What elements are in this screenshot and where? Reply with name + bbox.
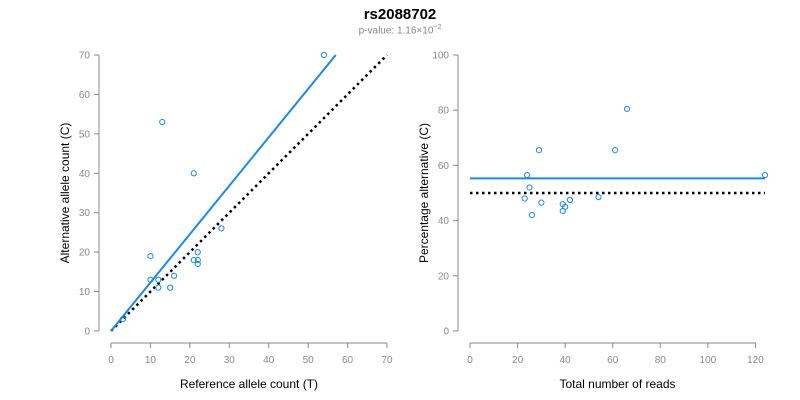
- panel2-data-point: [623, 105, 631, 112]
- panel1-x-tick-label: 70: [381, 355, 393, 366]
- panel1-data-point: [320, 51, 328, 59]
- panel1-x-tick-label: 60: [342, 355, 354, 366]
- panel2-x-tick-label: 20: [512, 355, 524, 366]
- panel1-y-tick-label: 70: [79, 51, 91, 62]
- panel1-y-axis-title: Alternative allele count (C): [58, 123, 72, 264]
- panel1-y-tick-label: 50: [79, 129, 91, 140]
- panel1-data-point: [167, 284, 174, 291]
- panel2-y-axis-title: Percentage alternative (C): [417, 123, 431, 263]
- panel2-x-tick-label: 120: [747, 355, 764, 366]
- panel2-x-tick-label: 0: [467, 355, 473, 366]
- panel1-data-point: [155, 284, 162, 291]
- chart-subtitle: p-value: 1.16×10−2: [0, 24, 800, 36]
- panel1-data-point: [190, 256, 197, 264]
- panel1-x-tick-label: 0: [108, 355, 114, 366]
- panel1-x-axis-title: Reference allele count (T): [180, 377, 318, 391]
- panel2-data-point: [528, 211, 535, 219]
- panel2-data-point: [535, 147, 543, 154]
- panel1-x-tick-label: 30: [224, 355, 236, 366]
- chart-title: rs2088702: [363, 6, 437, 23]
- panel2-data-point: [521, 195, 528, 202]
- panel2-data-point: [761, 171, 769, 179]
- panel1-data-point: [155, 276, 162, 283]
- panel1-reference-line: [110, 54, 388, 332]
- panel1-data-point: [190, 170, 197, 177]
- pvalue-exponent: −2: [433, 24, 442, 31]
- pvalue-text: p-value: 1.16×10: [358, 25, 434, 37]
- panel1-x-tick-label: 40: [263, 355, 275, 366]
- panel2-data-point: [612, 147, 619, 154]
- panel1-y-tick-label: 20: [79, 248, 91, 259]
- panel2-x-tick-label: 60: [607, 355, 619, 366]
- panel2-y-tick-label: 60: [438, 161, 450, 172]
- panel2-y-tick-label: 20: [438, 271, 450, 282]
- panel1-data-point: [159, 118, 166, 126]
- panel1-data-point: [194, 256, 201, 264]
- panel2-x-tick-label: 100: [700, 355, 717, 366]
- panel1-y-tick-label: 0: [84, 327, 90, 338]
- panel2-data-point: [595, 194, 602, 201]
- panel2-data-point: [523, 171, 531, 179]
- panel1-data-point: [119, 316, 126, 323]
- panel2-data-point: [566, 196, 574, 203]
- panel1-y-tick-label: 40: [79, 169, 91, 180]
- panel1-data-point: [218, 225, 225, 232]
- panel2-x-tick-label: 80: [655, 355, 667, 366]
- panel2-y-tick-label: 80: [438, 106, 450, 117]
- panel1-x-tick-label: 50: [303, 355, 315, 366]
- panel1-data-point: [194, 249, 201, 256]
- panel1-fit-line: [110, 54, 337, 332]
- panel1-x-tick-label: 20: [184, 355, 196, 366]
- panel1-data-point: [147, 276, 154, 283]
- panel2-y-tick-label: 0: [443, 327, 449, 338]
- panel2-data-point: [538, 199, 545, 206]
- panel2-x-tick-label: 40: [560, 355, 572, 366]
- panel1-y-tick-label: 30: [79, 208, 91, 219]
- panel2-y-tick-label: 40: [438, 216, 450, 227]
- panel2-y-tick-label: 100: [432, 51, 449, 62]
- panel1-data-point: [194, 260, 201, 268]
- panel1-y-tick-label: 10: [79, 287, 91, 298]
- panel2-data-point: [562, 203, 569, 210]
- panel1-data-point: [147, 252, 154, 260]
- panel1-data-point: [170, 272, 178, 279]
- panel1-x-tick-label: 10: [145, 355, 157, 366]
- panel2-x-axis-title: Total number of reads: [559, 377, 675, 391]
- panel2-data-point: [526, 184, 533, 191]
- panel1-y-tick-label: 60: [79, 90, 91, 101]
